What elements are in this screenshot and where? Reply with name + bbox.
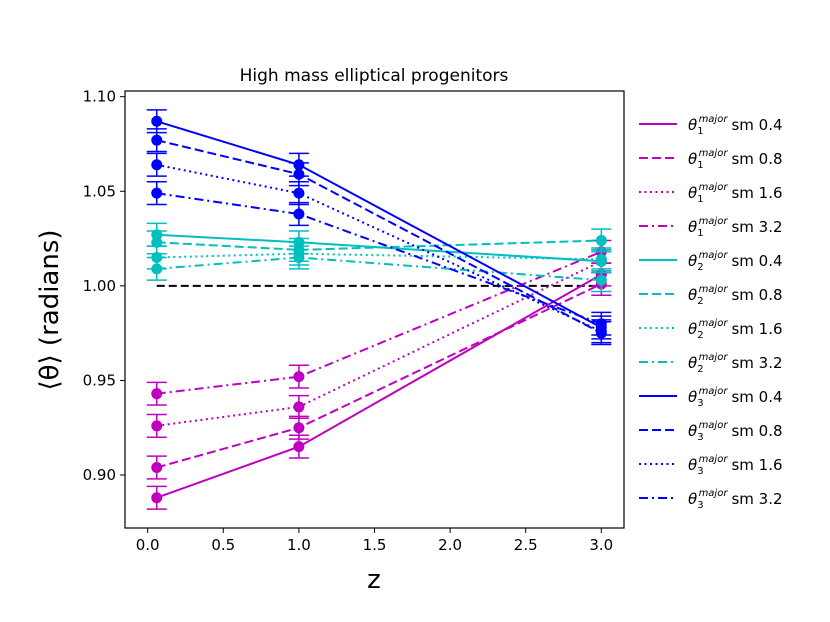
data-point xyxy=(595,274,607,286)
legend-entry-4: θ1major sm 3.2 xyxy=(639,216,783,239)
legend-label: θ1major sm 3.2 xyxy=(688,216,783,239)
data-point xyxy=(151,134,163,146)
series-line xyxy=(156,192,602,325)
x-tick-label: 1.5 xyxy=(363,536,387,554)
data-point xyxy=(151,159,163,171)
series-line xyxy=(156,256,602,282)
series-12 xyxy=(146,181,612,336)
data-point xyxy=(151,461,163,473)
y-axis-label: ⟨θ⟩ (radians) xyxy=(35,229,65,390)
legend-label: θ3major sm 0.4 xyxy=(688,386,783,409)
legend-entry-3: θ1major sm 1.6 xyxy=(639,182,783,205)
series-line xyxy=(156,139,602,334)
legend-label: θ1major sm 1.6 xyxy=(688,182,783,205)
series-10 xyxy=(146,128,612,346)
data-point xyxy=(293,208,305,220)
series-line xyxy=(156,250,602,395)
legend-label: θ2major sm 1.6 xyxy=(688,318,783,341)
x-tick-label: 1.0 xyxy=(287,536,311,554)
series-6 xyxy=(146,228,612,263)
legend-label: θ1major sm 0.8 xyxy=(688,148,783,171)
series-9 xyxy=(146,109,612,340)
series-line xyxy=(156,120,602,329)
legend-entry-12: θ3major sm 3.2 xyxy=(639,488,783,511)
data-point xyxy=(293,168,305,180)
data-point xyxy=(151,115,163,127)
y-tick-label: 1.00 xyxy=(83,277,116,295)
legend-label: θ1major sm 0.4 xyxy=(688,114,783,137)
y-tick-label: 0.90 xyxy=(83,466,116,484)
data-point xyxy=(595,318,607,330)
y-tick-label: 0.95 xyxy=(83,371,116,389)
legend-entry-10: θ3major sm 0.8 xyxy=(639,420,783,443)
legend-entry-7: θ2major sm 1.6 xyxy=(639,318,783,341)
data-point xyxy=(595,234,607,246)
series-4 xyxy=(146,239,612,406)
data-point xyxy=(151,187,163,199)
data-point xyxy=(151,492,163,504)
data-point xyxy=(293,371,305,383)
series-2 xyxy=(146,271,612,480)
legend-label: θ3major sm 0.8 xyxy=(688,420,783,443)
series-line xyxy=(156,239,602,251)
legend-entry-5: θ2major sm 0.4 xyxy=(639,250,783,273)
data-point xyxy=(293,251,305,263)
x-tick-label: 0.0 xyxy=(136,536,160,554)
data-point xyxy=(293,187,305,199)
legend-entry-9: θ3major sm 0.4 xyxy=(639,386,783,409)
series-line xyxy=(156,273,602,499)
y-tick-label: 1.05 xyxy=(83,182,116,200)
series-8 xyxy=(146,245,612,293)
legend-label: θ3major sm 3.2 xyxy=(688,488,783,511)
x-tick-label: 0.5 xyxy=(211,536,235,554)
legend-label: θ2major sm 0.4 xyxy=(688,250,783,273)
data-point xyxy=(293,401,305,413)
legend-entry-11: θ3major sm 1.6 xyxy=(639,454,783,477)
series-11 xyxy=(146,152,612,344)
plot-area: 0.0 0.5 1.0 1.5 2.0 2.5 3.0 0.90 0.95 1.00 1.05 1.1… xyxy=(83,88,625,554)
data-point xyxy=(293,441,305,453)
data-point xyxy=(151,420,163,432)
data-point xyxy=(595,253,607,265)
legend-entry-1: θ1major sm 0.4 xyxy=(639,114,783,137)
legend-label: θ2major sm 3.2 xyxy=(688,352,783,375)
legend: θ1major sm 0.4 θ1major sm 0.8 θ1major sm 1.6 θ… xyxy=(639,114,783,511)
legend-label: θ2major sm 0.8 xyxy=(688,284,783,307)
x-axis-label: z xyxy=(367,565,381,595)
legend-entry-6: θ2major sm 0.8 xyxy=(639,284,783,307)
data-point xyxy=(151,236,163,248)
legend-label: θ3major sm 1.6 xyxy=(688,454,783,477)
legend-entry-8: θ2major sm 3.2 xyxy=(639,352,783,375)
data-point xyxy=(293,422,305,434)
data-point xyxy=(151,388,163,400)
legend-entry-2: θ1major sm 0.8 xyxy=(639,148,783,171)
chart-title: High mass elliptical progenitors xyxy=(240,66,509,86)
x-tick-label: 2.5 xyxy=(514,536,538,554)
data-point xyxy=(151,263,163,275)
x-tick-label: 2.0 xyxy=(438,536,462,554)
y-tick-label: 1.10 xyxy=(83,88,116,106)
x-tick-label: 3.0 xyxy=(589,536,613,554)
